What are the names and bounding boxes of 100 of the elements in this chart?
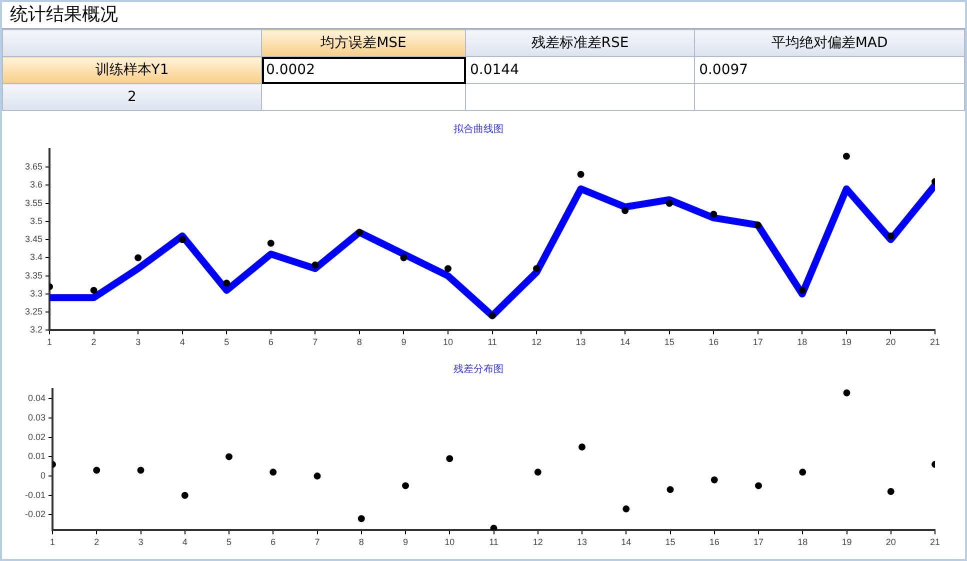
x-tick-label: 11 xyxy=(489,537,498,548)
point xyxy=(181,492,188,499)
point xyxy=(402,482,410,490)
point xyxy=(710,476,718,484)
y-tick-label: 3.45 xyxy=(24,234,43,244)
x-tick-label: 15 xyxy=(665,537,676,548)
point xyxy=(622,505,630,512)
y-tick-label: 3.3 xyxy=(30,288,43,298)
x-tick-label: 5 xyxy=(224,337,230,348)
x-tick-label: 4 xyxy=(180,337,185,348)
point xyxy=(798,286,806,294)
x-tick-label: 6 xyxy=(270,537,276,548)
x-tick-label: 18 xyxy=(797,337,808,348)
point xyxy=(578,444,586,451)
point xyxy=(754,222,762,229)
point xyxy=(267,240,274,247)
y-tick-label: 3.6 xyxy=(30,180,43,190)
x-tick-label: 15 xyxy=(664,337,674,348)
x-tick-label: 12 xyxy=(532,337,542,348)
category-label: 2 xyxy=(128,89,136,105)
point xyxy=(799,468,806,476)
x-tick-label: 10 xyxy=(442,337,453,348)
x-tick-label: 5 xyxy=(226,537,232,548)
point xyxy=(356,228,363,236)
text: 统计结果概况 xyxy=(2,2,965,29)
x-tick-label: 6 xyxy=(268,337,274,348)
x-tick-label: 19 xyxy=(841,337,852,348)
x-tick-label: 8 xyxy=(356,337,362,348)
point xyxy=(226,453,233,460)
x-tick-label: 17 xyxy=(753,537,764,548)
point xyxy=(622,207,629,214)
x-tick-label: 13 xyxy=(576,337,586,348)
x-tick-label: 16 xyxy=(709,537,720,548)
category-label: 训练样本Y1 xyxy=(95,62,169,78)
x-tick-label: 7 xyxy=(314,537,320,548)
point xyxy=(400,254,408,262)
point xyxy=(887,232,894,240)
point xyxy=(444,265,452,272)
x-tick-label: 1 xyxy=(50,537,56,548)
x-tick-label: 20 xyxy=(886,537,896,548)
x-tick-label: 2 xyxy=(94,537,100,548)
point xyxy=(446,455,454,462)
point xyxy=(134,254,142,262)
point xyxy=(842,152,850,160)
text: 0.0097 xyxy=(699,62,748,78)
x-tick-label: 1 xyxy=(47,337,52,348)
x-tick-label: 4 xyxy=(182,537,188,548)
chart-title: 拟合曲线图 xyxy=(454,122,504,135)
point xyxy=(843,389,850,396)
x-tick-label: 21 xyxy=(930,337,940,348)
x-tick-label: 3 xyxy=(136,337,141,348)
text: 0.0144 xyxy=(470,62,519,78)
x-tick-label: 8 xyxy=(358,537,364,548)
category-label: 残差标准差RSE xyxy=(466,30,695,56)
point xyxy=(312,261,319,268)
x-tick-label: 21 xyxy=(930,537,940,548)
y-tick-label: 3.5 xyxy=(30,216,43,226)
x-tick-label: 7 xyxy=(312,337,318,348)
point xyxy=(90,286,98,294)
y-tick-label: 3.4 xyxy=(30,252,43,262)
point xyxy=(137,466,144,474)
y-tick-label: -0.01 xyxy=(25,490,46,500)
y-tick-label: 3.35 xyxy=(24,270,43,280)
x-tick-label: 9 xyxy=(403,537,408,548)
x-tick-label: 12 xyxy=(532,537,543,548)
x-tick-label: 14 xyxy=(621,537,632,548)
point xyxy=(93,466,100,474)
point xyxy=(666,486,674,494)
point xyxy=(488,312,496,320)
category-label: 平均绝对偏差MAD xyxy=(694,30,964,56)
y-tick-label: 0.04 xyxy=(28,393,46,404)
point xyxy=(710,210,718,218)
y-tick-label: 0.02 xyxy=(28,432,46,442)
y-tick-label: 3.55 xyxy=(24,198,43,208)
point xyxy=(755,482,762,490)
x-tick-label: 13 xyxy=(577,537,588,548)
text: 0.0002 xyxy=(266,62,315,78)
point xyxy=(358,515,365,522)
y-tick-label: 3.2 xyxy=(30,324,43,335)
y-tick-label: 3.65 xyxy=(24,162,43,172)
point xyxy=(887,488,894,496)
point xyxy=(270,468,277,476)
point xyxy=(534,468,542,476)
x-tick-label: 18 xyxy=(798,537,808,548)
x-tick-label: 2 xyxy=(91,337,96,348)
point xyxy=(666,200,673,207)
point xyxy=(533,265,540,272)
x-tick-label: 17 xyxy=(752,337,763,348)
x-tick-label: 9 xyxy=(401,337,406,348)
x-tick-label: 14 xyxy=(620,337,630,348)
chart-title: 残差分布图 xyxy=(454,362,504,375)
point xyxy=(577,170,584,178)
point xyxy=(490,524,498,530)
x-tick-label: 19 xyxy=(842,537,852,548)
x-tick-label: 16 xyxy=(708,337,719,348)
x-tick-label: 11 xyxy=(488,337,497,348)
x-tick-label: 3 xyxy=(138,537,144,548)
y-tick-label: 0 xyxy=(40,470,46,481)
x-tick-label: 20 xyxy=(886,337,896,348)
point xyxy=(223,280,230,287)
